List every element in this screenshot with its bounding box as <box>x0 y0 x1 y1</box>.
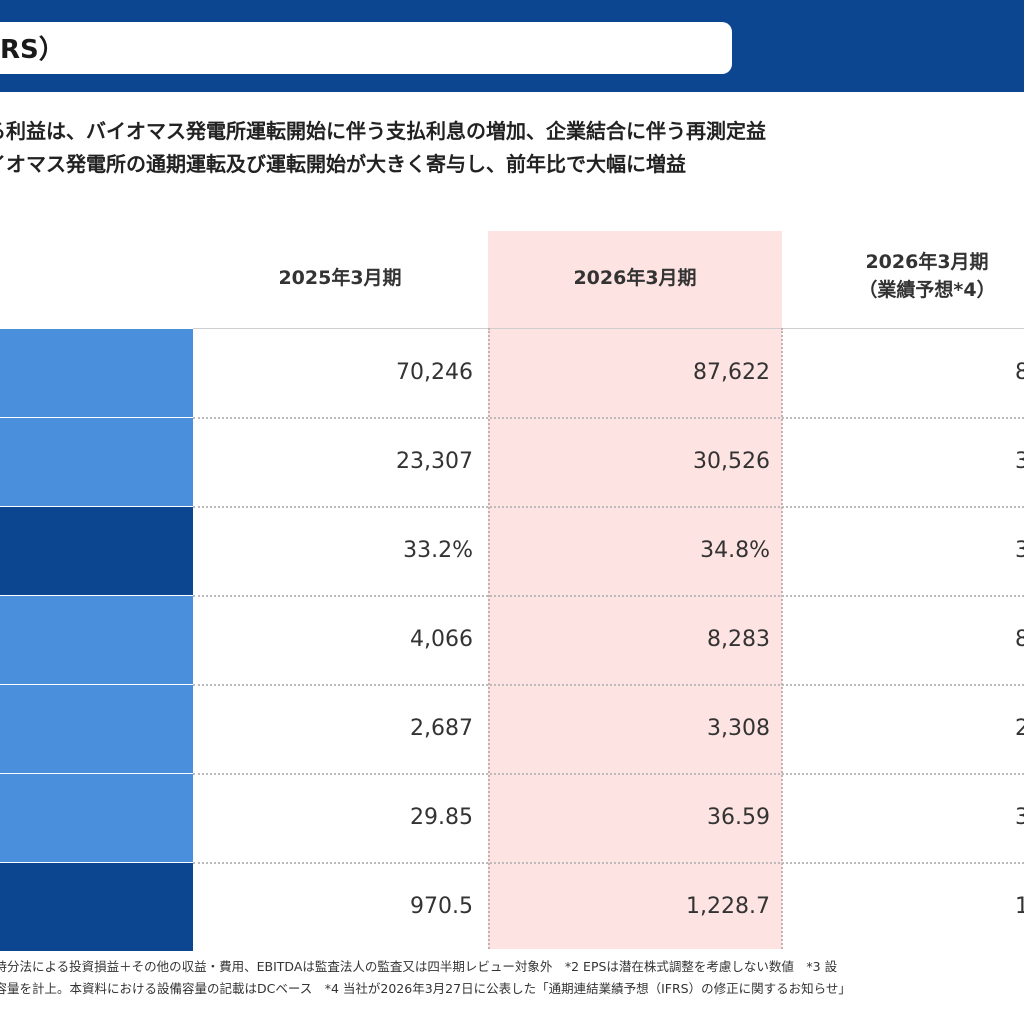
column-divider <box>781 328 783 949</box>
cell-forecast: 1,23 <box>1015 894 1024 919</box>
cell-fy2026: 1,228.7 <box>686 894 770 919</box>
cell-fy2025: 2,687 <box>410 716 473 741</box>
cell-fy2026: 30,526 <box>693 449 770 474</box>
summary-text: る利益は、バイオマス発電所運転開始に伴う支払利息の増加、企業結合に伴う再測定益 … <box>0 115 1024 181</box>
highlight-column-fy2026 <box>488 231 782 949</box>
cell-fy2025: 4,066 <box>410 627 473 652</box>
row-divider <box>193 506 1024 508</box>
cell-forecast: 2,8 <box>1015 716 1024 741</box>
table-header-divider <box>193 328 1024 329</box>
cell-fy2025: 70,246 <box>396 360 473 385</box>
row-divider <box>193 684 1024 686</box>
row-divider <box>193 862 1024 864</box>
column-header-forecast: 2026年3月期 （業績予想*4） <box>782 248 1024 304</box>
cell-fy2025: 33.2% <box>403 538 473 563</box>
cell-fy2026: 3,308 <box>707 716 770 741</box>
row-label-cell <box>0 507 193 595</box>
footnote-line-1: ＋持分法による投資損益＋その他の収益・費用、EBITDAは監査法人の監査又は四半… <box>0 959 838 974</box>
cell-forecast: 34. <box>1015 538 1024 563</box>
column-header-fy2025: 2025年3月期 <box>278 267 402 289</box>
row-divider <box>193 417 1024 419</box>
cell-forecast: 30 <box>1015 805 1024 830</box>
column-header-fy2026: 2026年3月期 <box>573 267 697 289</box>
row-label-cell <box>0 774 193 862</box>
page-title: RS） <box>0 35 65 65</box>
cell-fy2026: 36.59 <box>707 805 770 830</box>
column-header-forecast-sub: （業績予想*4） <box>858 279 996 301</box>
cell-forecast: 87,9 <box>1015 360 1024 385</box>
row-label-cell <box>0 596 193 684</box>
row-divider <box>193 595 1024 597</box>
row-label-cell <box>0 685 193 773</box>
cell-fy2026: 34.8% <box>700 538 770 563</box>
row-label-cell <box>0 863 193 951</box>
summary-line-2: イオマス発電所の通期運転及び運転開始が大きく寄与し、前年比で大幅に増益 <box>0 152 686 176</box>
cell-forecast: 8,0 <box>1015 627 1024 652</box>
footnote-line-2: 備容量を計上。本資料における設備容量の記載はDCベース *4 当社が2026年3… <box>0 981 851 996</box>
column-divider <box>488 328 490 949</box>
row-label-cell <box>0 418 193 506</box>
title-box <box>0 22 732 74</box>
summary-line-1: る利益は、バイオマス発電所運転開始に伴う支払利息の増加、企業結合に伴う再測定益 <box>0 119 766 143</box>
row-divider <box>193 773 1024 775</box>
cell-fy2026: 87,622 <box>693 360 770 385</box>
cell-fy2026: 8,283 <box>707 627 770 652</box>
cell-fy2025: 970.5 <box>410 894 473 919</box>
row-label-cell <box>0 329 193 417</box>
cell-fy2025: 23,307 <box>396 449 473 474</box>
cell-fy2025: 29.85 <box>410 805 473 830</box>
cell-forecast: 30,3 <box>1015 449 1024 474</box>
